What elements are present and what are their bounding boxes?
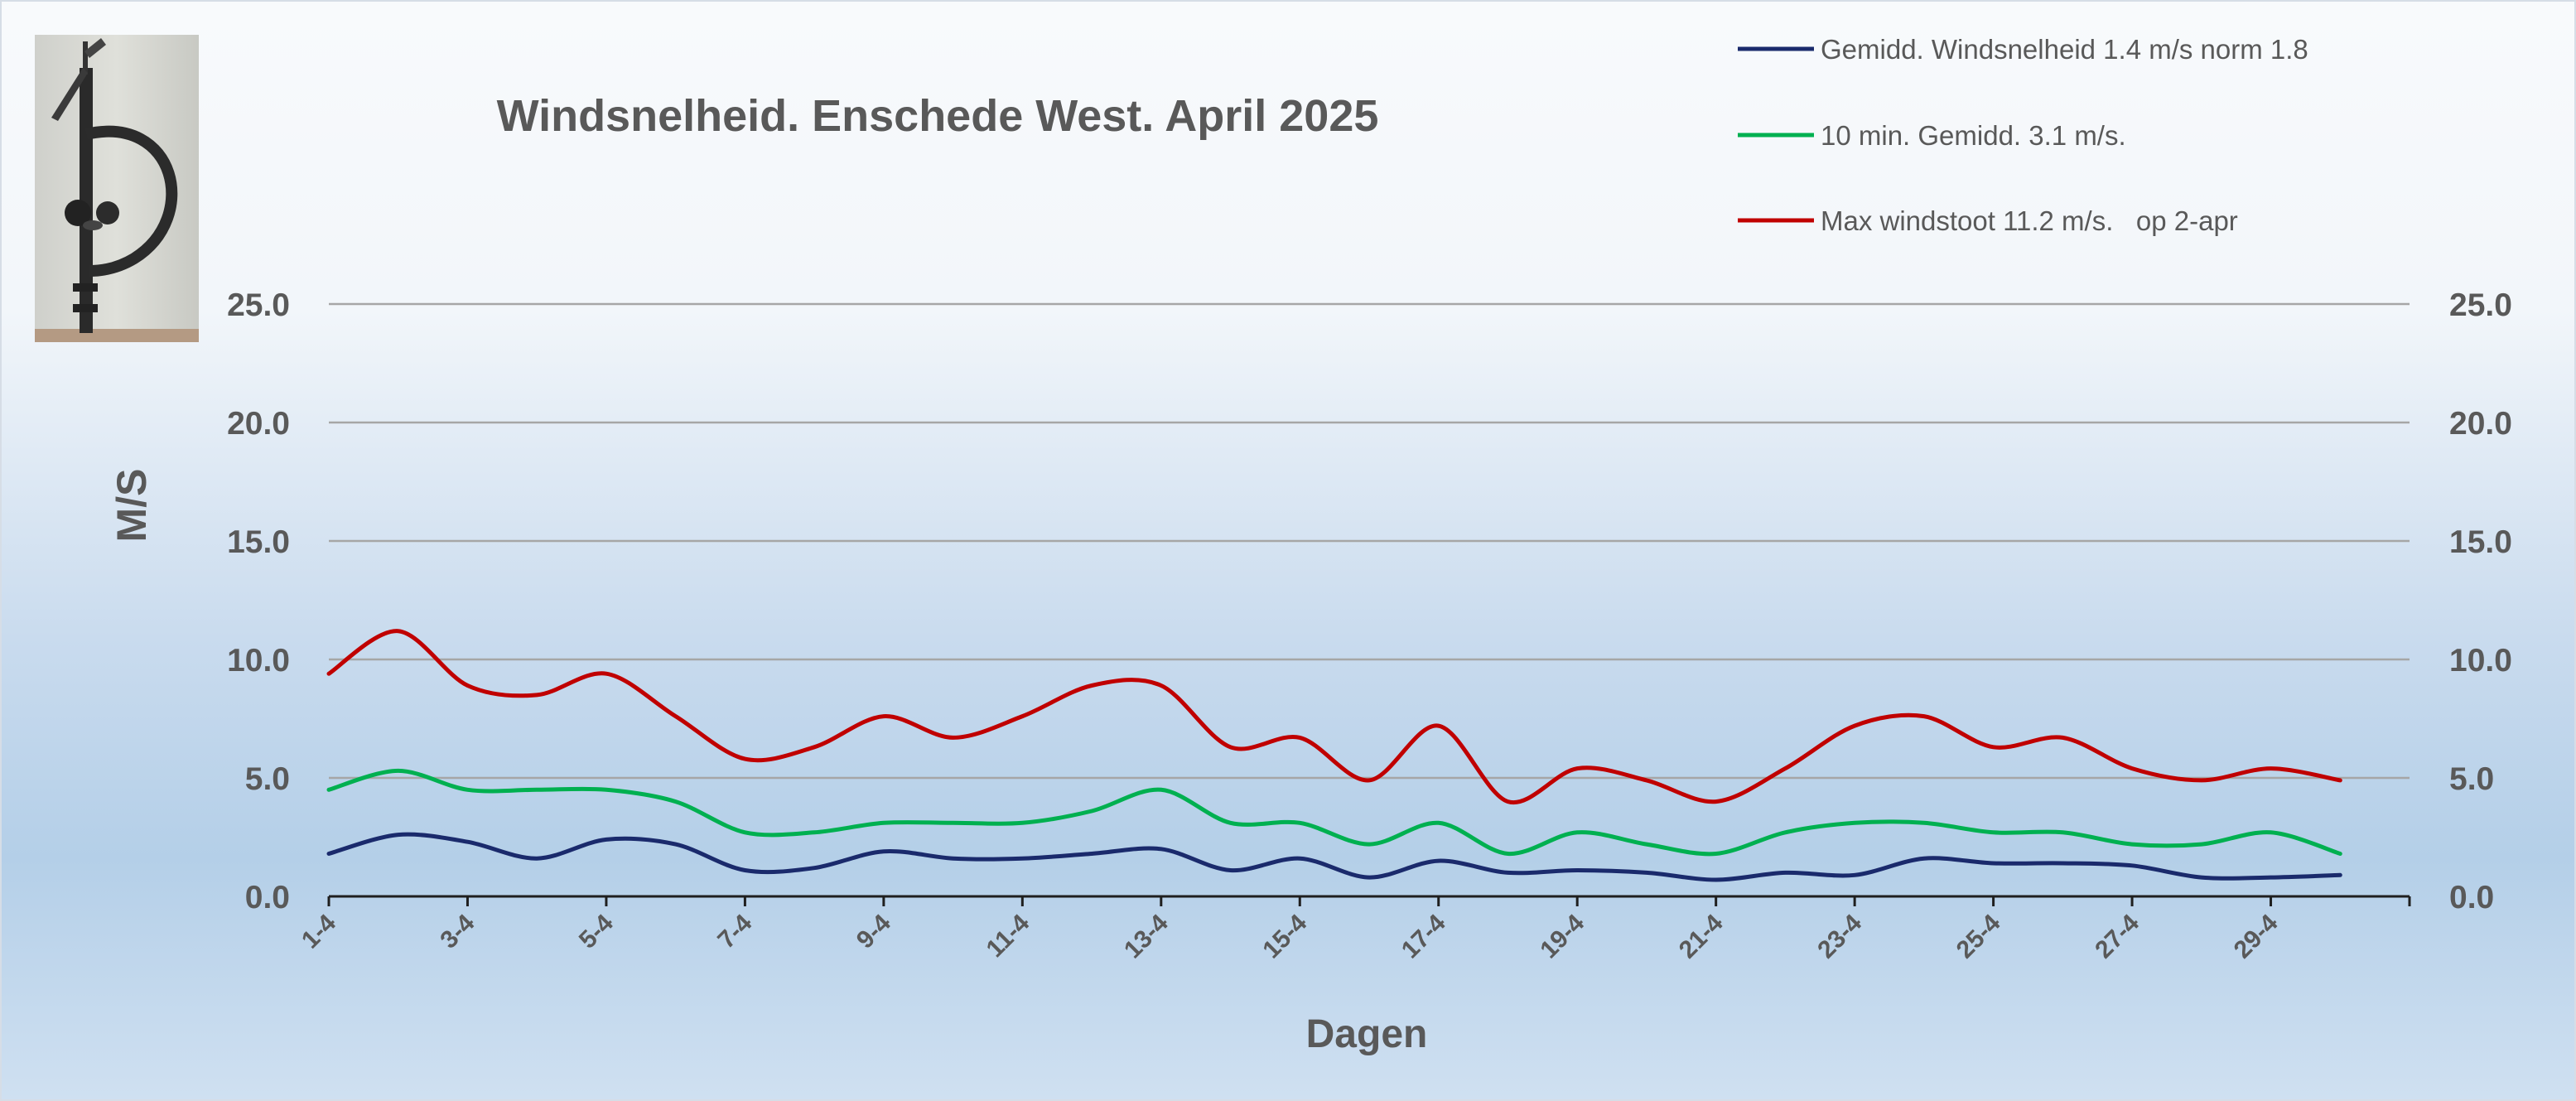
y-tick-label: 20.0	[227, 406, 290, 442]
series-line-1	[326, 832, 2342, 882]
series-lines	[326, 629, 2342, 882]
y-tick-label: 10.0	[227, 643, 290, 678]
legend-label-2: 10 min. Gemidd. 3.1 m/s.	[1821, 120, 2126, 151]
y-tick-label: 0.0	[245, 880, 290, 915]
y-tick-label-right: 15.0	[2449, 524, 2512, 560]
x-tick-label: 23-4	[1812, 909, 1867, 963]
x-tick-label: 27-4	[2090, 909, 2144, 963]
x-tick-label: 15-4	[1257, 909, 1312, 963]
y-tick-label: 25.0	[227, 287, 290, 323]
x-tick-label: 21-4	[1674, 909, 1729, 963]
anemometer-photo	[35, 35, 199, 342]
x-tick-label: 25-4	[1951, 909, 2006, 963]
y-tick-label: 5.0	[245, 761, 290, 797]
legend-label-3: Max windstoot 11.2 m/s. op 2-apr	[1821, 205, 2238, 236]
x-tick-label: 29-4	[2229, 909, 2284, 963]
tick-labels: 0.0 0.0 5.0 5.0 10.0 10.0 15.0 15.0 20.0 20.0 25.0…	[227, 287, 2512, 963]
x-tick-label: 13-4	[1119, 909, 1174, 963]
y-tick-label-right: 0.0	[2449, 880, 2494, 915]
x-axis-title: Dagen	[1306, 1012, 1428, 1056]
gridlines	[329, 302, 2410, 780]
y-tick-label-right: 10.0	[2449, 643, 2512, 678]
x-tick-label: 1-4	[297, 909, 341, 954]
y-tick-label-right: 20.0	[2449, 406, 2512, 442]
y-tick-label: 15.0	[227, 524, 290, 560]
x-tick-label: 17-4	[1397, 909, 1451, 963]
y-axis-title: M/S	[109, 469, 155, 543]
y-tick-label-right: 25.0	[2449, 287, 2512, 323]
chart-title: Windsnelheid. Enschede West. April 2025	[497, 91, 1379, 141]
y-tick-label-right: 5.0	[2449, 761, 2494, 797]
x-tick-label: 5-4	[574, 909, 619, 954]
x-tick-label: 3-4	[435, 909, 480, 954]
axes	[327, 895, 2411, 906]
x-tick-label: 7-4	[712, 909, 757, 954]
series-line-2	[326, 768, 2342, 857]
legend: Gemidd. Windsnelheid 1.4 m/s norm 1.8 10 …	[1738, 34, 2308, 236]
legend-label-1: Gemidd. Windsnelheid 1.4 m/s norm 1.8	[1821, 34, 2308, 65]
series-line-3	[326, 629, 2342, 805]
x-tick-label: 19-4	[1535, 909, 1589, 963]
x-tick-label: 9-4	[851, 909, 896, 954]
x-tick-label: 11-4	[982, 909, 1035, 963]
